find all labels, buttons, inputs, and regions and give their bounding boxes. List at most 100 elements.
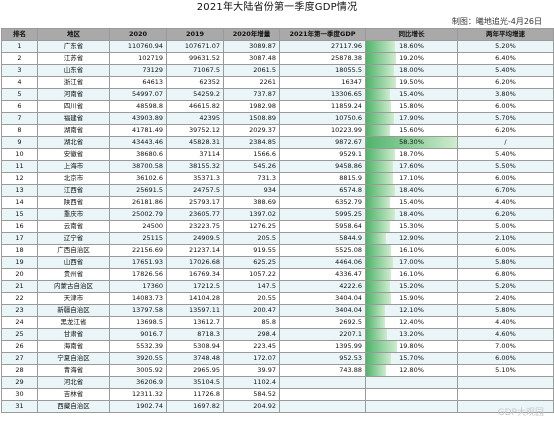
two-year-avg-cell xyxy=(457,388,554,401)
growth-data-bar xyxy=(366,209,395,220)
region-cell: 江苏省 xyxy=(37,52,110,65)
rank-cell: 11 xyxy=(1,160,38,173)
growth-data-bar xyxy=(366,293,391,304)
q1-gdp-cell: 10750.6 xyxy=(279,112,366,125)
rank-cell: 16 xyxy=(1,220,38,233)
region-cell: 上海市 xyxy=(37,160,110,173)
region-cell: 吉林省 xyxy=(37,388,110,401)
region-cell: 海南省 xyxy=(37,340,110,353)
gdp-2020-cell: 43443.46 xyxy=(109,136,167,149)
rank-cell: 1 xyxy=(1,40,38,53)
table-row: 10 安徽省 38680.6 37114 1566.6 9529.1 18.70% 5.40% xyxy=(1,148,554,161)
growth-data-bar xyxy=(366,197,391,208)
growth-value: 12.90% xyxy=(399,234,424,242)
gdp-2019-cell: 11726.8 xyxy=(166,388,224,401)
increase-cell: 388.69 xyxy=(223,196,280,209)
growth-cell: 19.80% xyxy=(365,340,458,353)
table-row: 30 吉林省 12311.32 11726.8 584.52 xyxy=(1,388,554,401)
q1-gdp-cell: 2207.1 xyxy=(279,328,366,341)
region-cell: 江西省 xyxy=(37,184,110,197)
growth-cell: 17.10% xyxy=(365,172,458,185)
gdp-2020-cell: 36206.9 xyxy=(109,376,167,389)
rank-cell: 25 xyxy=(1,328,38,341)
header-rank: 排名 xyxy=(1,28,38,41)
region-cell: 天津市 xyxy=(37,292,110,305)
q1-gdp-cell: 4222.6 xyxy=(279,280,366,293)
gdp-2020-cell: 48598.8 xyxy=(109,100,167,113)
table-row: 16 云南省 24500 23223.75 1276.25 5958.64 15.30% 5.… xyxy=(1,220,554,233)
region-cell: 河北省 xyxy=(37,376,110,389)
growth-value: 19.80% xyxy=(399,342,424,350)
growth-data-bar xyxy=(366,41,396,52)
table-row: 28 青海省 3005.92 2965.95 39.97 743.88 12.80% 5.10… xyxy=(1,364,554,377)
growth-cell: 19.20% xyxy=(365,52,458,65)
table-row: 9 湖北省 43443.46 45828.31 2384.85 9872.67 58.30%… xyxy=(1,136,554,149)
gdp-2019-cell: 71067.5 xyxy=(166,64,224,77)
region-cell: 西藏自治区 xyxy=(37,400,110,413)
table-row: 17 辽宁省 25115 24909.5 205.5 5844.9 12.90% 2.10% xyxy=(1,232,554,245)
q1-gdp-cell: 9529.1 xyxy=(279,148,366,161)
table-row: 12 北京市 36102.6 35371.3 731.3 8815.9 17.10% 6.00… xyxy=(1,172,554,185)
growth-data-bar xyxy=(366,245,392,256)
table-row: 19 山西省 17651.93 17026.68 625.25 4464.06 17.00%… xyxy=(1,256,554,269)
growth-value: 15.70% xyxy=(399,354,424,362)
gdp-2020-cell: 73129 xyxy=(109,64,167,77)
increase-cell: 172.07 xyxy=(223,352,280,365)
author-credit: 制图：曦地追光-4月26日 xyxy=(451,17,542,26)
two-year-avg-cell: 6.80% xyxy=(457,268,554,281)
table-row: 23 新疆自治区 13797.58 13597.11 200.47 3404.04 12.1… xyxy=(1,304,554,317)
table-row: 18 广西自治区 22156.69 21237.14 919.55 5525.08 16.1… xyxy=(1,244,554,257)
region-cell: 湖南省 xyxy=(37,124,110,137)
region-cell: 浙江省 xyxy=(37,76,110,89)
gdp-2020-cell: 3920.55 xyxy=(109,352,167,365)
q1-gdp-cell: 8815.9 xyxy=(279,172,366,185)
gdp-2020-cell: 17651.93 xyxy=(109,256,167,269)
two-year-avg-cell: 3.80% xyxy=(457,88,554,101)
growth-value: 15.20% xyxy=(399,282,424,290)
growth-data-bar xyxy=(366,305,385,316)
gdp-2019-cell: 14104.28 xyxy=(166,292,224,305)
increase-cell: 1057.22 xyxy=(223,268,280,281)
growth-cell: 15.80% xyxy=(365,100,458,113)
growth-cell xyxy=(365,388,458,401)
q1-gdp-cell: 10223.99 xyxy=(279,124,366,137)
growth-data-bar xyxy=(366,77,397,88)
region-cell: 广东省 xyxy=(37,40,110,53)
growth-cell xyxy=(365,400,458,413)
gdp-2020-cell: 14083.73 xyxy=(109,292,167,305)
two-year-avg-cell: 7.00% xyxy=(457,340,554,353)
increase-cell: 1276.25 xyxy=(223,220,280,233)
q1-gdp-cell: 5995.25 xyxy=(279,208,366,221)
growth-value: 18.40% xyxy=(399,186,424,194)
gdp-2019-cell: 25793.17 xyxy=(166,196,224,209)
growth-value: 17.90% xyxy=(399,114,424,122)
two-year-avg-cell: 5.10% xyxy=(457,364,554,377)
gdp-2019-cell: 17026.68 xyxy=(166,256,224,269)
growth-data-bar xyxy=(366,317,386,328)
region-cell: 陕西省 xyxy=(37,196,110,209)
growth-data-bar xyxy=(366,53,396,64)
gdp-2019-cell: 99631.52 xyxy=(166,52,224,65)
header-region: 地区 xyxy=(37,28,110,41)
q1-gdp-cell: 743.88 xyxy=(279,364,366,377)
gdp-2020-cell: 64613 xyxy=(109,76,167,89)
gdp-2020-cell: 102719 xyxy=(109,52,167,65)
growth-data-bar xyxy=(366,89,391,100)
two-year-avg-cell: 4.40% xyxy=(457,316,554,329)
gdp-2020-cell: 24500 xyxy=(109,220,167,233)
region-cell: 辽宁省 xyxy=(37,232,110,245)
growth-data-bar xyxy=(366,185,395,196)
q1-gdp-cell: 6574.8 xyxy=(279,184,366,197)
two-year-avg-cell: / xyxy=(457,136,554,149)
rank-cell: 20 xyxy=(1,268,38,281)
growth-value: 18.40% xyxy=(399,210,424,218)
increase-cell: 731.3 xyxy=(223,172,280,185)
growth-value: 16.10% xyxy=(399,270,424,278)
increase-cell: 1397.02 xyxy=(223,208,280,221)
growth-cell: 58.30% xyxy=(365,136,458,149)
two-year-avg-cell: 5.80% xyxy=(457,256,554,269)
gdp-2019-cell: 21237.14 xyxy=(166,244,224,257)
growth-cell: 15.70% xyxy=(365,352,458,365)
two-year-avg-cell: 5.20% xyxy=(457,280,554,293)
growth-data-bar xyxy=(366,221,390,232)
